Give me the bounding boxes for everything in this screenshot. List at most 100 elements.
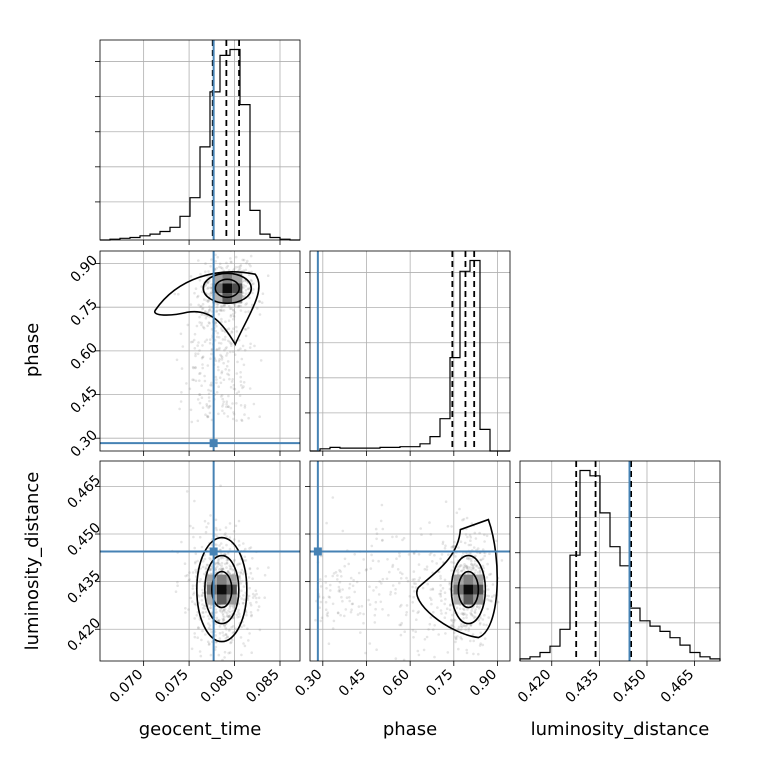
sample-point	[370, 553, 373, 557]
sample-point	[230, 261, 233, 264]
sample-point	[429, 616, 433, 619]
sample-point	[224, 633, 228, 636]
sample-point	[242, 363, 246, 367]
sample-point	[199, 305, 202, 309]
sample-point	[460, 622, 463, 625]
sample-point	[485, 576, 489, 579]
sample-point	[225, 566, 228, 569]
sample-point	[220, 329, 224, 332]
sample-point	[457, 625, 461, 629]
sample-point	[220, 610, 223, 614]
sample-point	[462, 607, 465, 611]
sample-point	[219, 608, 222, 611]
sample-point	[324, 575, 328, 578]
sample-point	[227, 615, 230, 618]
sample-point	[459, 540, 463, 543]
sample-point	[216, 255, 219, 259]
sample-point	[198, 372, 201, 376]
sample-point	[250, 614, 253, 618]
sample-point	[214, 640, 218, 644]
sample-point	[478, 566, 482, 570]
sample-point	[189, 408, 193, 412]
sample-point	[421, 586, 425, 590]
sample-point	[229, 565, 232, 569]
sample-point	[193, 291, 196, 295]
sample-point	[237, 348, 240, 352]
sample-point	[210, 384, 213, 387]
sample-point	[267, 566, 270, 569]
sample-point	[184, 607, 187, 610]
sample-point	[198, 379, 201, 383]
sample-point	[331, 602, 335, 606]
frame-luminosity_distance	[519, 460, 721, 662]
truth-marker-geocent_time-luminosity_distance	[209, 547, 218, 556]
sample-point	[186, 323, 190, 327]
sample-point	[412, 590, 416, 593]
axes-layer: 0.070 0.075 0.080 0.085 0.30 0.45 0.60 0.75 0.90…	[65, 39, 721, 706]
sample-point	[214, 375, 218, 379]
sample-point	[187, 608, 190, 611]
sample-point	[201, 307, 205, 310]
sample-point	[210, 310, 214, 313]
sample-point	[351, 602, 355, 606]
sample-point	[447, 553, 450, 556]
sample-point	[224, 626, 227, 630]
sample-point	[411, 578, 415, 581]
sample-point	[402, 658, 406, 661]
sample-point	[249, 278, 253, 282]
sample-point	[221, 267, 224, 270]
sample-point	[224, 347, 227, 350]
sample-point	[200, 665, 203, 668]
tick-label-y-phase-2: 0.60	[68, 340, 101, 373]
sample-point	[230, 331, 234, 334]
sample-point	[232, 664, 235, 667]
sample-point	[406, 579, 410, 583]
sample-point	[350, 608, 353, 611]
sample-point	[241, 258, 244, 262]
sample-point	[255, 307, 259, 310]
density-cell-phase-luminosity_distance-4	[463, 574, 474, 585]
sample-point	[221, 631, 224, 634]
sample-point	[199, 371, 202, 375]
sample-point	[215, 610, 218, 614]
sample-point	[459, 624, 463, 627]
sample-point	[465, 623, 469, 627]
sample-point	[364, 568, 368, 572]
sample-point	[389, 593, 392, 596]
sample-point	[470, 613, 474, 617]
sample-point	[482, 566, 486, 570]
sample-point	[348, 586, 351, 590]
sample-point	[353, 553, 357, 556]
sample-point	[429, 588, 433, 591]
sample-point	[228, 628, 231, 631]
sample-point	[226, 570, 230, 574]
sample-point	[222, 618, 225, 622]
sample-point	[460, 569, 464, 573]
sample-point	[451, 545, 455, 549]
sample-point	[230, 330, 234, 333]
sample-point	[194, 352, 197, 356]
sample-point	[231, 604, 234, 607]
sample-point	[348, 596, 351, 599]
sample-point	[249, 604, 253, 607]
sample-point	[480, 558, 483, 562]
sample-point	[429, 667, 432, 670]
sample-point	[436, 606, 439, 609]
sample-point	[417, 578, 421, 582]
sample-point	[490, 595, 494, 598]
sample-point	[230, 567, 233, 571]
sample-point	[209, 572, 212, 576]
sample-point	[375, 648, 378, 651]
sample-point	[244, 547, 247, 551]
density-cell-geocent_time-phase-1	[232, 283, 243, 294]
sample-point	[217, 336, 221, 339]
sample-point	[200, 384, 203, 388]
sample-point	[373, 621, 377, 624]
sample-point	[339, 613, 342, 617]
tick-label-y-luminosity_distance-2: 0.450	[65, 520, 105, 560]
sample-point	[208, 642, 211, 645]
sample-point	[239, 265, 242, 268]
sample-point	[478, 569, 482, 572]
sample-point	[472, 566, 476, 570]
sample-point	[462, 517, 466, 521]
